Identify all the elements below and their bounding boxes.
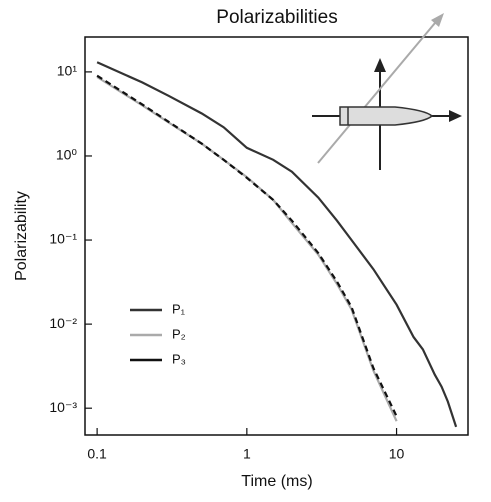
series-line: [96, 74, 398, 417]
inset-icon: [312, 13, 462, 170]
y-tick-label: 10⁻³: [49, 399, 77, 415]
y-tick-label: 10⁻¹: [49, 231, 77, 247]
y-tick-label: 10⁻²: [49, 315, 77, 331]
chart-title: Polarizabilities: [216, 7, 337, 28]
series-line: [96, 61, 458, 428]
x-tick-label: 1: [243, 446, 251, 462]
series-line: [96, 76, 398, 422]
x-tick-label: 0.1: [87, 446, 107, 462]
y-axis-label: Polarizability: [13, 191, 30, 281]
x-tick-label: 10: [389, 446, 405, 462]
plot-frame: [84, 36, 469, 436]
x-axis-label: Time (ms): [241, 473, 312, 490]
y-tick-label: 10⁰: [56, 147, 78, 163]
y-tick-label: 10¹: [57, 63, 78, 79]
legend-label: P₁: [172, 301, 186, 316]
legend-label: P₃: [172, 351, 186, 366]
legend-label: P₂: [172, 326, 186, 341]
